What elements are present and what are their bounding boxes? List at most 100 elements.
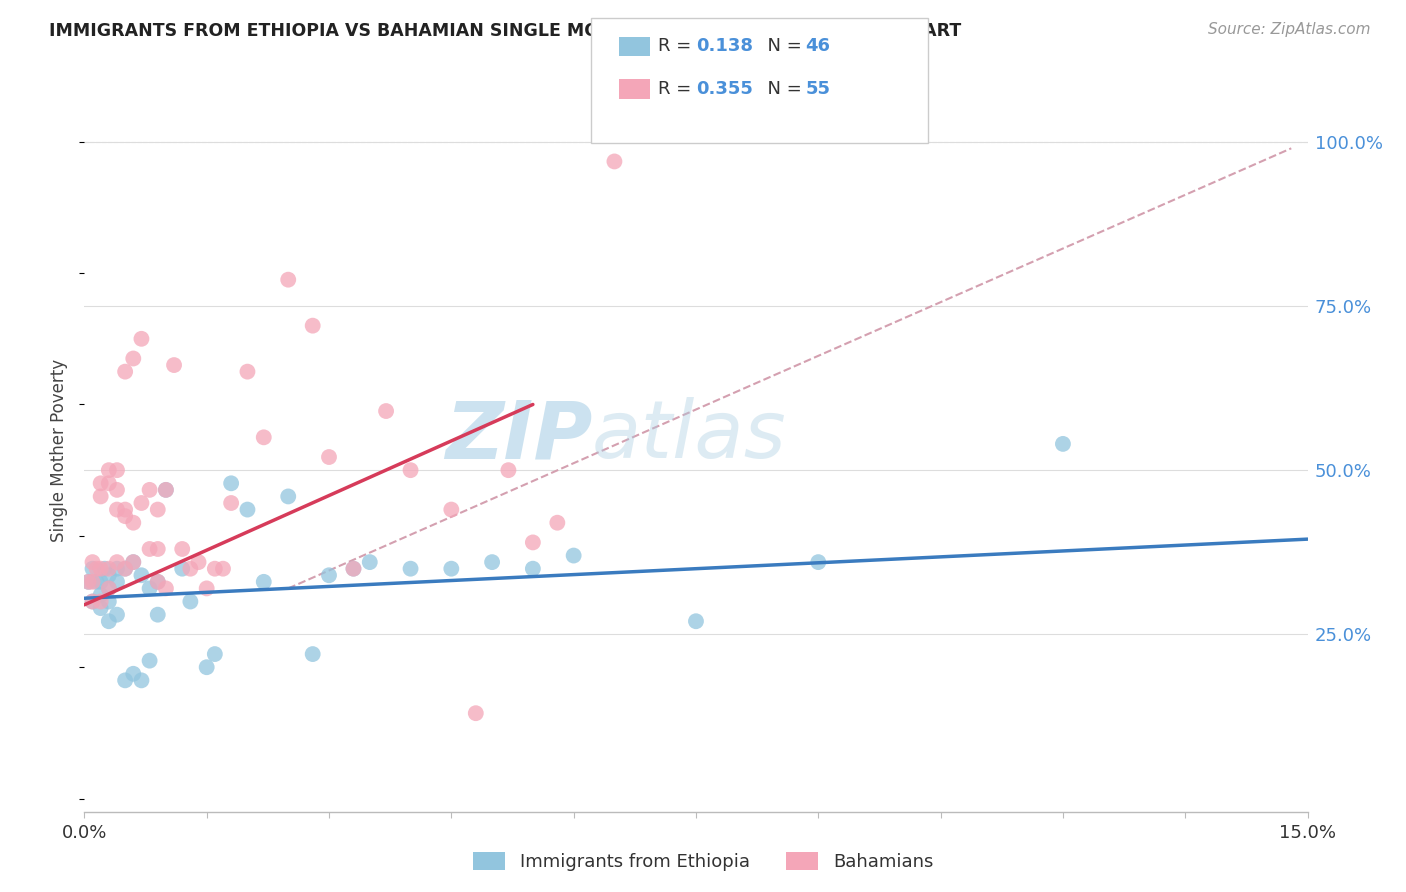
Point <box>219 476 242 491</box>
Point <box>97 594 120 608</box>
Point <box>114 562 136 576</box>
Point <box>342 562 364 576</box>
Text: ZIP: ZIP <box>444 397 592 475</box>
Point <box>603 154 626 169</box>
Point <box>97 476 120 491</box>
Point <box>105 562 128 576</box>
Point <box>562 549 585 563</box>
Point <box>212 562 235 576</box>
Point <box>97 562 120 576</box>
Point <box>90 601 112 615</box>
Point <box>253 574 276 589</box>
Point <box>546 516 568 530</box>
Point <box>122 351 145 366</box>
Point <box>131 496 153 510</box>
Point <box>146 574 169 589</box>
Point <box>86 562 108 576</box>
Point <box>97 463 120 477</box>
Point <box>179 562 201 576</box>
Point <box>138 654 160 668</box>
Point <box>90 574 112 589</box>
Point <box>277 490 299 504</box>
Point <box>105 607 128 622</box>
Point <box>97 582 120 596</box>
Point <box>90 476 112 491</box>
Point <box>204 562 226 576</box>
Point <box>236 365 259 379</box>
Point <box>359 555 381 569</box>
Point <box>522 535 544 549</box>
Point <box>179 594 201 608</box>
Point <box>301 318 323 333</box>
Point <box>146 541 169 556</box>
Point <box>155 483 177 497</box>
Point <box>90 588 112 602</box>
Point <box>685 614 707 628</box>
Point <box>440 562 463 576</box>
Point <box>77 574 100 589</box>
Point <box>93 562 115 576</box>
Point <box>138 541 160 556</box>
Point <box>122 555 145 569</box>
Point <box>122 666 145 681</box>
Text: R =: R = <box>658 37 697 55</box>
Point <box>195 582 218 596</box>
Point <box>138 582 160 596</box>
Text: N =: N = <box>756 37 808 55</box>
Point <box>172 562 194 576</box>
Legend: Immigrants from Ethiopia, Bahamians: Immigrants from Ethiopia, Bahamians <box>465 845 941 879</box>
Point <box>481 555 503 569</box>
Point <box>114 562 136 576</box>
Point <box>138 483 160 497</box>
Point <box>187 555 209 569</box>
Point <box>90 490 112 504</box>
Text: 0.355: 0.355 <box>696 80 752 98</box>
Point <box>105 574 128 589</box>
Point <box>105 502 128 516</box>
Point <box>163 358 186 372</box>
Point <box>236 502 259 516</box>
Point <box>122 516 145 530</box>
Point <box>122 555 145 569</box>
Point <box>342 562 364 576</box>
Point <box>277 273 299 287</box>
Point <box>114 673 136 688</box>
Point <box>77 574 100 589</box>
Text: atlas: atlas <box>592 397 787 475</box>
Text: 0.138: 0.138 <box>696 37 754 55</box>
Point <box>105 555 128 569</box>
Text: 55: 55 <box>806 80 831 98</box>
Point <box>375 404 398 418</box>
Point <box>97 582 120 596</box>
Point <box>440 502 463 516</box>
Point <box>131 568 153 582</box>
Point <box>97 568 120 582</box>
Point <box>97 614 120 628</box>
Point <box>318 450 340 464</box>
Point <box>807 555 830 569</box>
Text: IMMIGRANTS FROM ETHIOPIA VS BAHAMIAN SINGLE MOTHER POVERTY CORRELATION CHART: IMMIGRANTS FROM ETHIOPIA VS BAHAMIAN SIN… <box>49 22 962 40</box>
Point <box>155 582 177 596</box>
Point <box>146 502 169 516</box>
Text: R =: R = <box>658 80 697 98</box>
Point <box>155 483 177 497</box>
Point <box>318 568 340 582</box>
Point <box>498 463 520 477</box>
Point <box>90 594 112 608</box>
Point <box>105 483 128 497</box>
Point <box>82 594 104 608</box>
Point <box>146 607 169 622</box>
Point <box>204 647 226 661</box>
Text: N =: N = <box>756 80 808 98</box>
Text: Source: ZipAtlas.com: Source: ZipAtlas.com <box>1208 22 1371 37</box>
Point <box>131 673 153 688</box>
Point <box>464 706 486 721</box>
Point <box>82 555 104 569</box>
Point <box>82 594 104 608</box>
Point <box>86 574 108 589</box>
Point <box>1052 437 1074 451</box>
Point <box>219 496 242 510</box>
Point <box>172 541 194 556</box>
Point <box>114 365 136 379</box>
Point <box>82 562 104 576</box>
